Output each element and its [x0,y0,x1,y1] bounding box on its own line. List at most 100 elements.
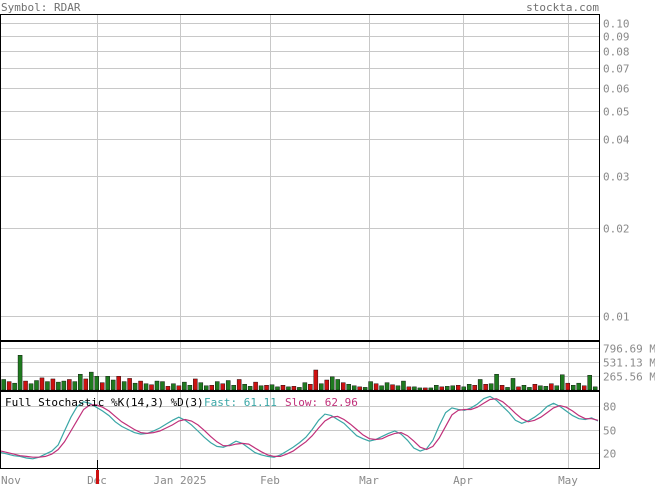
volume-bar [472,385,477,391]
volume-bar [455,385,461,391]
volume-bar [340,382,346,391]
volume-bar [209,385,215,391]
volume-bar [204,385,209,391]
stochastic-tick-label: 20 [603,448,616,461]
volume-bar [160,381,165,391]
volume-bar [56,381,61,391]
volume-bar [417,387,423,391]
price-tick-label: 0.08 [603,46,630,59]
volume-bar [565,382,571,391]
volume-bar [286,386,291,391]
volume-bar [592,386,598,391]
volume-bar [34,380,39,391]
volume-bar [242,384,247,391]
fast-value-label: Fast: 61.11 [204,396,277,409]
volume-bar [17,355,23,391]
volume-bar [83,378,89,391]
volume-bar [275,386,280,391]
price-tick-label: 0.02 [603,223,630,236]
volume-bar [412,386,417,391]
volume-bar [505,387,510,391]
volume-tick-label: 265.56 M [603,371,655,384]
volume-bar [532,384,538,391]
volume-bar [247,386,253,391]
stochastic-title: Full Stochastic %K(14,3) %D(3) [5,396,204,409]
x-axis-label: Nov [1,474,21,486]
volume-bar [264,385,269,391]
volume-bar [330,376,335,391]
volume-bar [12,382,17,391]
volume-bar [368,381,373,391]
price-panel-frame [0,14,600,341]
volume-bar [324,379,330,391]
volume-bar [302,382,308,391]
volume-bar [121,381,127,391]
volume-bar [351,385,357,391]
volume-bar [132,382,138,391]
x-axis-label: Feb [260,474,280,486]
volume-bar [384,382,390,391]
volume-bar [373,383,379,391]
volume-bar [521,385,527,391]
volume-bar [516,386,521,391]
volume-bar [554,385,560,391]
volume-bar [187,385,193,391]
volume-bar [72,381,78,391]
price-tick-label: 0.07 [603,63,630,76]
volume-bar [346,384,351,391]
slow-value-label: Slow: 62.96 [285,396,358,409]
volume-bar [89,371,94,391]
x-axis-label: Apr [453,474,473,486]
volume-bar [1,379,6,391]
volume-bar [127,378,132,391]
volume-bar [461,386,466,391]
price-tick-label: 0.09 [603,31,630,44]
volume-bar [99,382,105,391]
volume-bar [571,385,576,391]
volume-bar [494,373,499,391]
volume-bar [357,386,362,391]
volume-bar [143,383,149,391]
volume-bar [423,387,428,391]
price-tick-label: 0.05 [603,106,630,119]
volume-bar [39,377,45,391]
volume-bar [220,383,225,391]
price-tick-label: 0.04 [603,134,630,147]
volume-bar [483,384,488,391]
volume-bar [560,374,565,391]
volume-bar [587,375,592,391]
price-tick-label: 0.06 [603,83,630,96]
volume-bar [67,379,72,391]
volume-bar [538,385,543,391]
volume-bar [182,381,187,391]
volume-bar [581,385,587,391]
volume-bar [225,380,231,391]
x-axis-label: Jan 2025 [154,474,207,486]
volume-bar [28,383,34,391]
volume-bar [116,376,121,391]
volume-bar [165,386,171,391]
volume-bar [258,385,264,391]
volume-bar [45,381,50,391]
volume-bar [253,381,258,391]
volume-bar [215,381,220,391]
volume-bar [335,379,340,391]
site-label[interactable]: stockta.com [526,1,599,14]
volume-bar [198,382,204,391]
volume-bar [138,380,143,391]
volume-bar [445,386,450,391]
volume-bar [6,381,12,391]
volume-bar [193,378,198,391]
volume-panel-frame [0,341,600,391]
volume-tick-label: 531.13 M [603,357,655,370]
price-tick-label: 0.03 [603,171,630,184]
volume-bar [94,376,99,391]
stochastic-tick-label: 80 [603,401,616,414]
volume-bar [231,385,236,391]
stochastic-panel: 80 50 20 [0,391,616,469]
volume-bar [78,373,83,391]
price-panel: 0.100.09 0.08 0.07 0.06 0.05 0.04 0.03 0.02 0.01 [0,14,630,341]
volume-bar [379,385,384,391]
